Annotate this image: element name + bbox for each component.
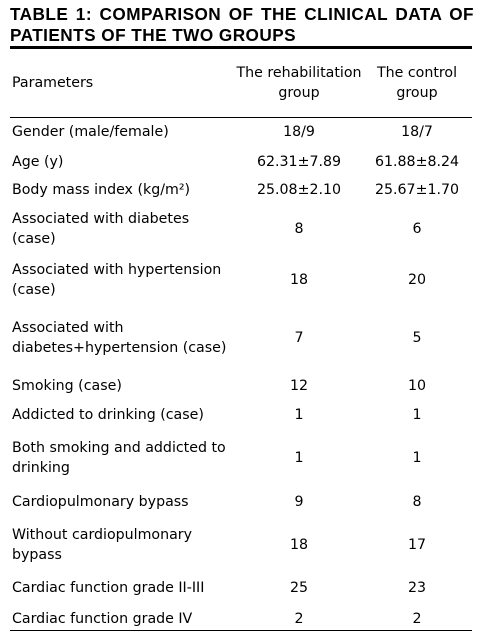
rehab-value-cell: 8 [294, 220, 304, 237]
control-value-cell: 6 [412, 220, 422, 237]
rehab-value-cell: 2 [294, 611, 304, 627]
table-header-row: Parameters The rehabilitation group The … [10, 50, 472, 118]
param-cell: Associated with diabetes (case) [12, 210, 190, 247]
param-cell: Associated with diabetes+hypertension (c… [12, 320, 227, 356]
header-control-group: The control group [362, 50, 472, 118]
param-cell: Age (y) [12, 153, 64, 170]
control-value-cell: 20 [407, 271, 427, 288]
table-title: TABLE 1: COMPARISON OF THE CLINICAL DATA… [10, 4, 474, 45]
control-value-cell: 2 [412, 611, 422, 627]
param-cell: Gender (male/female) [12, 124, 169, 141]
control-value-cell: 18/7 [401, 124, 433, 141]
table-row: Smoking (case) 12 10 [10, 371, 472, 400]
table-row: Associated with diabetes+hypertension (c… [10, 305, 472, 371]
rehab-value-cell: 18 [289, 537, 309, 553]
control-value-cell: 23 [407, 580, 427, 596]
param-cell: Smoking (case) [12, 377, 122, 394]
table-row: Cardiac function grade IV 2 2 [10, 603, 472, 635]
control-value-cell: 10 [407, 377, 427, 394]
param-cell: Body mass index (kg/m²) [12, 181, 191, 198]
table-row: Gender (male/female) 18/9 18/7 [10, 117, 472, 147]
table-row: Associated with hypertension (case) 18 2… [10, 254, 472, 305]
rehab-value-cell: 7 [294, 330, 304, 346]
header-rehabilitation-group: The rehabilitation group [236, 50, 362, 118]
rehab-value-cell: 62.31±7.89 [256, 153, 342, 170]
param-cell: Without cardiopulmonary bypass [12, 527, 193, 563]
header-parameters: Parameters [10, 50, 236, 118]
param-cell: Addicted to drinking (case) [12, 407, 204, 423]
param-cell: Cardiac function grade IV [12, 611, 193, 627]
table-row: Cardiac function grade II-III 25 23 [10, 573, 472, 603]
control-value-cell: 1 [412, 450, 422, 466]
table-row: Age (y) 62.31±7.89 61.88±8.24 [10, 147, 472, 176]
rehab-value-cell: 1 [294, 450, 304, 466]
control-value-cell: 5 [412, 330, 422, 346]
rehab-value-cell: 18/9 [283, 124, 315, 141]
rehab-value-cell: 25.08±2.10 [256, 181, 342, 198]
table-body: Gender (male/female) 18/9 18/7 Age (y) 6… [10, 117, 472, 635]
control-value-cell: 1 [412, 407, 422, 423]
table-row: Addicted to drinking (case) 1 1 [10, 400, 472, 430]
bottom-rule [10, 630, 472, 631]
param-cell: Both smoking and addicted to drinking [12, 440, 226, 476]
control-value-cell: 8 [412, 493, 422, 510]
rehab-value-cell: 25 [289, 580, 309, 596]
rehab-value-cell: 1 [294, 407, 304, 423]
param-cell: Cardiac function grade II-III [12, 580, 205, 596]
control-value-cell: 61.88±8.24 [374, 153, 460, 170]
rehab-value-cell: 18 [289, 271, 309, 288]
param-cell: Cardiopulmonary bypass [12, 493, 189, 510]
top-rule [10, 46, 472, 49]
table-row: Associated with diabetes (case) 8 6 [10, 203, 472, 254]
table-row: Body mass index (kg/m²) 25.08±2.10 25.67… [10, 176, 472, 203]
table-row: Without cardiopulmonary bypass 18 17 [10, 517, 472, 573]
control-value-cell: 17 [407, 537, 427, 553]
table-row: Cardiopulmonary bypass 9 8 [10, 486, 472, 517]
control-value-cell: 25.67±1.70 [374, 181, 460, 198]
rehab-value-cell: 12 [289, 377, 309, 394]
clinical-data-table: Parameters The rehabilitation group The … [10, 50, 472, 635]
param-cell: Associated with hypertension (case) [12, 261, 222, 298]
table-row: Both smoking and addicted to drinking 1 … [10, 430, 472, 486]
rehab-value-cell: 9 [294, 493, 304, 510]
